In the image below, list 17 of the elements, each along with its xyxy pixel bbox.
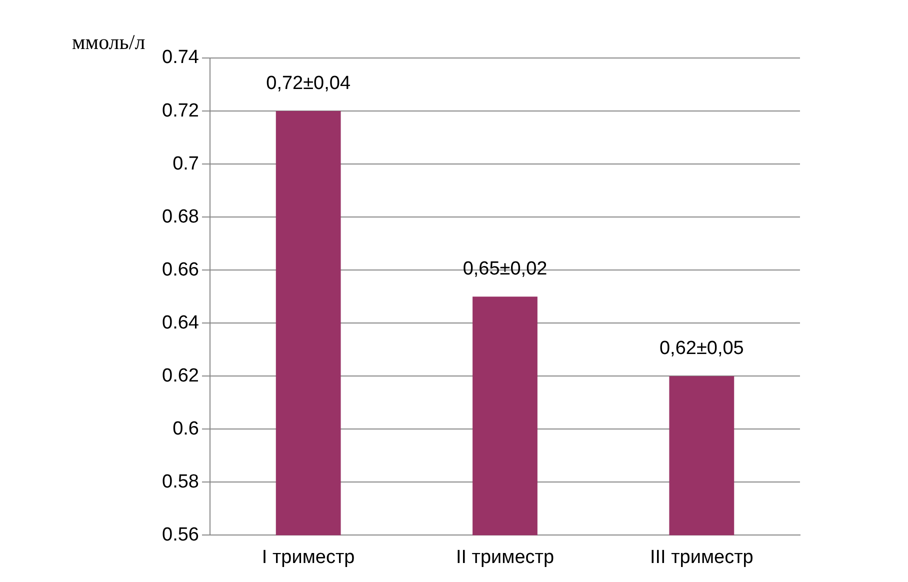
data-label: 0,72±0,04 — [266, 72, 351, 94]
y-tick-label: 0.64 — [162, 312, 200, 334]
x-tick-label: I триместр — [262, 546, 355, 568]
y-tick-label: 0.7 — [172, 153, 199, 174]
y-tick-label: 0.68 — [162, 206, 199, 228]
y-tick-label: 0.72 — [162, 100, 199, 122]
data-label: 0,62±0,05 — [659, 338, 744, 359]
y-tick-label: 0.56 — [162, 524, 199, 546]
y-tick-label: 0.58 — [162, 471, 199, 492]
y-axis-title: ммоль/л — [72, 30, 146, 55]
y-tick-label: 0.6 — [172, 418, 199, 440]
data-label: 0,65±0,02 — [462, 258, 548, 280]
y-tick-label: 0.62 — [162, 365, 199, 386]
x-tick-label: III триместр — [650, 546, 754, 568]
y-tick-label: 0.74 — [162, 47, 200, 68]
y-tick-label: 0.66 — [162, 259, 199, 280]
x-tick-label: II триместр — [456, 546, 554, 568]
